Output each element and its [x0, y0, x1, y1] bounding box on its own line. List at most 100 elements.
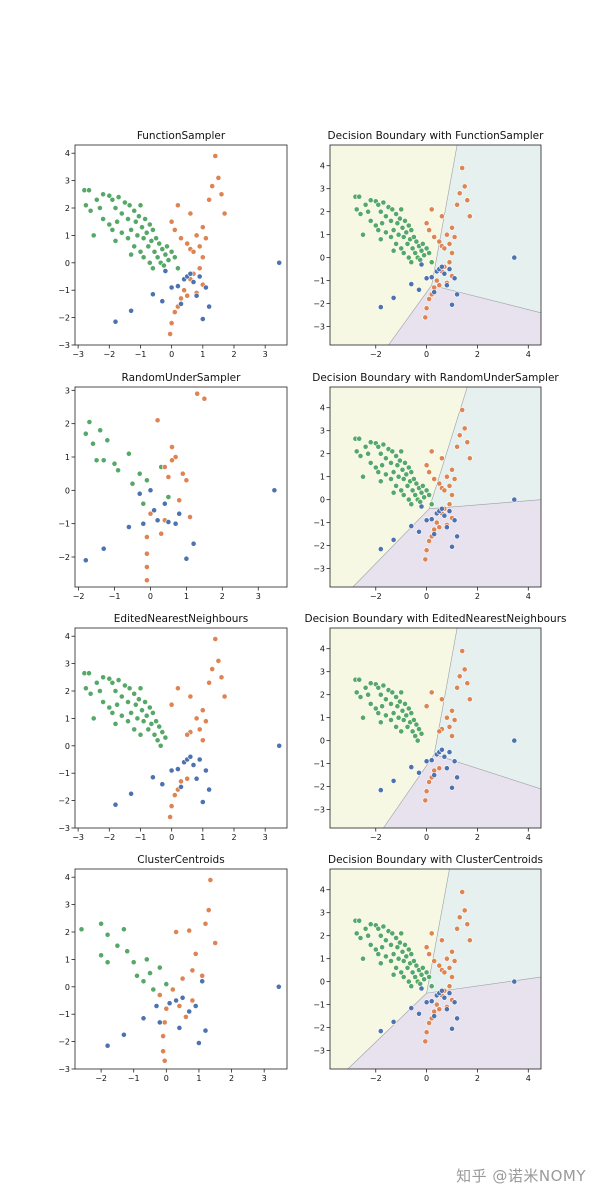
- point-class-2: [140, 718, 147, 725]
- y-tick-label: 2: [320, 932, 325, 941]
- region-class-1: [434, 628, 541, 789]
- point-class-2: [356, 193, 363, 200]
- point-class-2: [426, 974, 432, 980]
- scatter-points: [352, 889, 518, 1045]
- point-class-2: [90, 440, 96, 447]
- x-tick-label: −1: [109, 592, 121, 601]
- y-tick-label: −3: [313, 323, 325, 332]
- point-class-1: [147, 510, 154, 517]
- point-class-2: [109, 679, 116, 686]
- point-class-2: [367, 701, 374, 707]
- point-class-0: [431, 772, 438, 778]
- point-class-2: [418, 489, 425, 496]
- decision-regions: [330, 869, 541, 1069]
- point-class-1: [433, 1001, 440, 1008]
- point-class-0: [418, 503, 425, 510]
- point-class-0: [418, 985, 425, 992]
- point-class-2: [389, 689, 396, 696]
- point-class-2: [393, 965, 399, 971]
- point-class-2: [86, 670, 92, 677]
- point-class-0: [202, 767, 209, 774]
- point-class-2: [100, 457, 107, 464]
- point-class-2: [398, 206, 405, 213]
- point-class-2: [426, 492, 432, 498]
- point-class-1: [449, 733, 455, 739]
- point-class-0: [511, 496, 518, 503]
- point-class-2: [402, 942, 408, 948]
- x-tick-label: 2: [475, 592, 480, 601]
- decision-regions: [330, 628, 541, 828]
- point-class-1: [174, 685, 181, 692]
- point-class-1: [464, 439, 471, 446]
- point-class-1: [456, 432, 463, 439]
- point-class-2: [93, 457, 100, 464]
- region-class-0: [352, 499, 541, 587]
- point-class-1: [192, 951, 199, 957]
- x-tick-label: −2: [370, 1074, 382, 1083]
- point-class-2: [421, 494, 427, 501]
- point-class-2: [379, 462, 385, 469]
- point-class-1: [178, 235, 184, 242]
- point-class-1: [422, 1038, 429, 1045]
- point-class-1: [215, 174, 222, 181]
- point-class-1: [161, 1057, 168, 1064]
- point-class-1: [168, 803, 175, 809]
- point-class-2: [409, 487, 416, 494]
- point-class-2: [389, 930, 396, 937]
- point-class-2: [394, 462, 401, 469]
- point-class-2: [428, 983, 435, 990]
- scatter-points: [352, 648, 518, 804]
- point-class-2: [100, 216, 106, 222]
- point-class-2: [390, 710, 397, 716]
- chart-title: FunctionSampler: [137, 130, 226, 142]
- point-class-2: [149, 226, 156, 233]
- y-tick-label: −1: [313, 760, 325, 769]
- x-tick-label: −2: [103, 833, 115, 842]
- region-class-0: [383, 754, 541, 828]
- point-class-2: [100, 191, 106, 198]
- point-class-2: [83, 685, 89, 692]
- point-class-1: [449, 466, 455, 473]
- point-class-1: [459, 165, 466, 171]
- point-class-1: [168, 218, 175, 225]
- point-class-2: [398, 930, 405, 937]
- point-class-2: [140, 235, 147, 242]
- point-class-0: [511, 254, 518, 261]
- point-class-0: [390, 294, 397, 301]
- point-class-2: [157, 742, 164, 749]
- point-class-2: [112, 721, 119, 727]
- point-class-2: [405, 946, 412, 953]
- point-class-2: [400, 717, 407, 723]
- point-class-1: [428, 930, 435, 937]
- point-class-2: [93, 679, 100, 686]
- point-class-2: [86, 187, 92, 194]
- point-class-2: [165, 257, 172, 263]
- x-tick-label: 3: [263, 350, 268, 359]
- point-class-1: [436, 962, 443, 969]
- plot-frame: [74, 627, 288, 829]
- panel-5: −3 −2 −1 0 1 2 3 −3 −2 −1 0 1 2 3 4 EditedNearestNeighb…: [58, 613, 288, 842]
- point-class-2: [388, 717, 394, 723]
- point-class-2: [132, 701, 139, 708]
- point-class-2: [124, 948, 131, 955]
- x-tick-label: 3: [263, 833, 268, 842]
- point-class-1: [176, 497, 183, 504]
- point-class-1: [438, 213, 445, 220]
- point-class-2: [389, 448, 396, 455]
- point-class-0: [168, 284, 175, 291]
- point-class-1: [423, 220, 430, 227]
- point-class-1: [143, 577, 150, 584]
- y-tick-label: −1: [313, 519, 325, 528]
- panel-4: −2 0 2 4 −3 −2 −1 0 1 2 3 4 Decision Boundary with R…: [312, 372, 559, 601]
- point-class-0: [449, 1025, 455, 1032]
- point-class-2: [97, 427, 104, 434]
- point-class-0: [275, 983, 282, 990]
- point-class-2: [357, 211, 364, 217]
- x-tick-label: 2: [475, 350, 480, 359]
- point-class-0: [408, 1005, 415, 1011]
- point-class-1: [209, 666, 216, 672]
- point-class-2: [382, 471, 389, 478]
- point-class-2: [159, 246, 166, 252]
- point-class-0: [199, 316, 206, 322]
- point-class-1: [193, 715, 200, 722]
